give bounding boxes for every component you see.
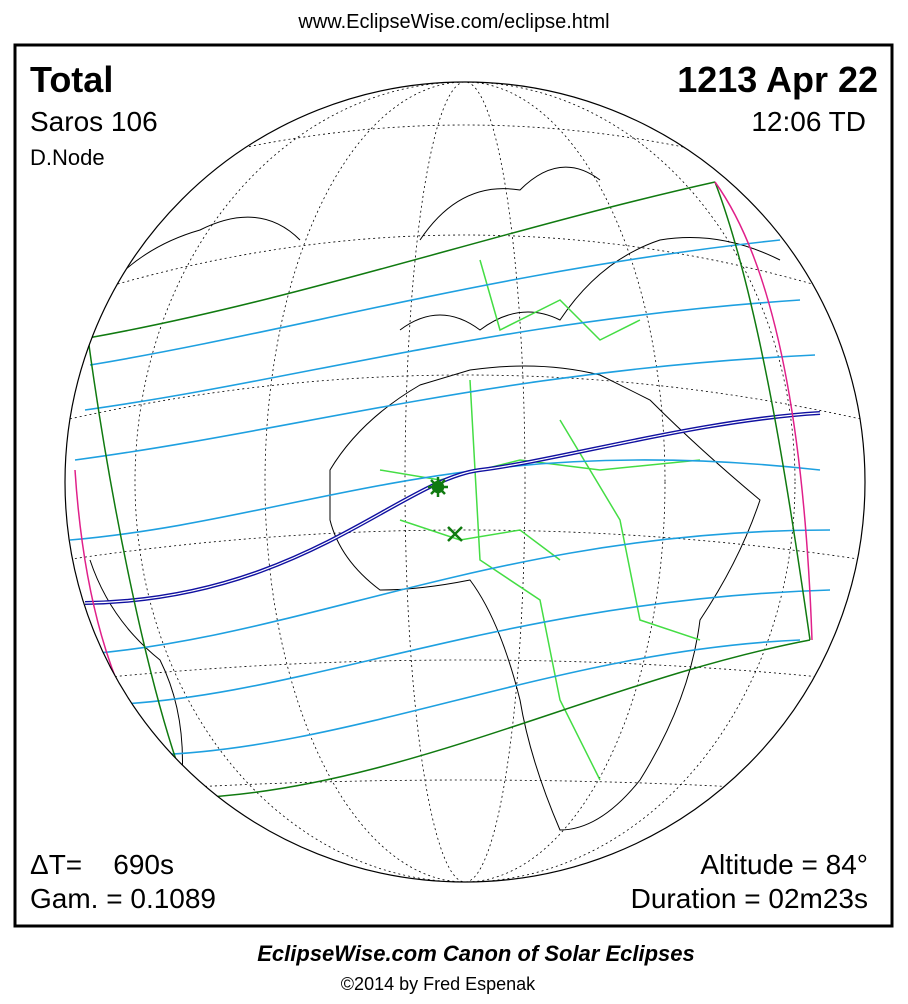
duration: Duration = 02m23s	[631, 883, 868, 914]
delta-t: ΔT= 690s	[30, 849, 174, 880]
borders	[379, 259, 701, 781]
graticule	[65, 82, 865, 882]
node: D.Node	[30, 145, 105, 170]
footer-title: EclipseWise.com Canon of Solar Eclipses	[257, 941, 695, 966]
url: www.EclipseWise.com/eclipse.html	[297, 11, 609, 33]
frame	[13, 43, 894, 928]
date: 1213 Apr 22	[677, 59, 878, 100]
globe-layers	[65, 82, 865, 882]
time: 12:06 TD	[751, 106, 866, 137]
central-line-core	[84, 412, 821, 604]
greatest-duration	[447, 526, 463, 542]
globe-outline	[64, 81, 866, 883]
copyright: ©2014 by Fred Espenak	[341, 974, 536, 994]
umbral-curves	[69, 239, 831, 756]
greatest-eclipse	[428, 477, 448, 497]
limits	[87, 181, 811, 799]
gamma: Gam. = 0.1089	[30, 883, 216, 914]
saros: Saros 106	[30, 106, 158, 137]
coastlines	[89, 166, 781, 831]
eclipse-type: Total	[30, 59, 113, 100]
altitude: Altitude = 84°	[700, 849, 868, 880]
